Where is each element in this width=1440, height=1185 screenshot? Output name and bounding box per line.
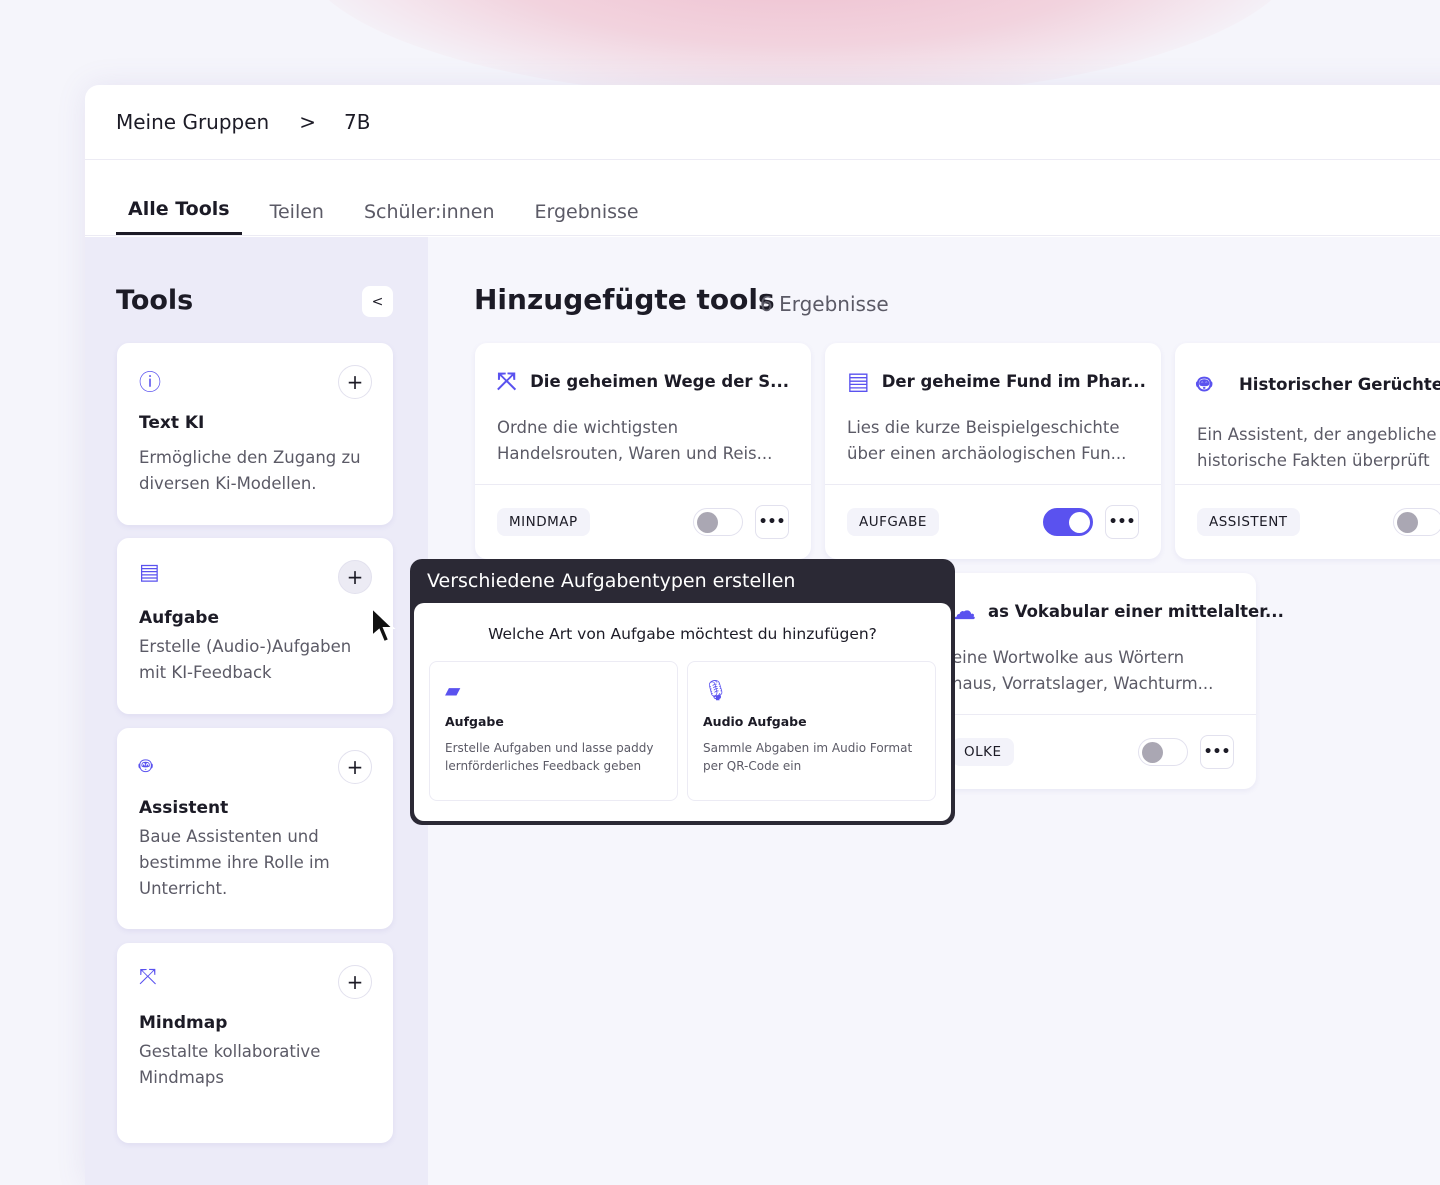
tool-desc: Erstelle (Audio-)Aufgaben mit KI-Feedbac… [139, 637, 352, 682]
document-icon: ▤ [139, 560, 160, 585]
option-desc: Sammle Abgaben im Audio Format per QR-Co… [703, 741, 913, 773]
tool-desc: Baue Assistenten und bestimme ihre Rolle… [139, 827, 330, 898]
card-desc-line: historische Fakten überprüft [1197, 451, 1430, 470]
option-desc: Erstelle Aufgaben und lasse paddy lernfö… [445, 741, 654, 773]
option-aufgabe[interactable]: ▰ Aufgabe Erstelle Aufgaben und lasse pa… [429, 661, 678, 801]
enable-toggle[interactable] [1043, 508, 1093, 536]
type-badge: MINDMAP [497, 508, 590, 536]
enable-toggle[interactable] [1393, 508, 1440, 536]
sidebar-title: Tools [116, 285, 194, 316]
add-tool-button[interactable]: + [338, 750, 372, 784]
tools-sidebar: Tools < ⓘ + Text KI Ermögliche den Zugan… [85, 237, 428, 1185]
tab-ergebnisse[interactable]: Ergebnisse [534, 201, 639, 223]
tab-alle-tools[interactable]: Alle Tools [116, 198, 242, 235]
card-title: Die geheimen Wege der S... [530, 371, 789, 391]
tool-title: Aufgabe [139, 608, 219, 628]
info-icon: ⓘ [139, 371, 162, 396]
type-badge: AUFGABE [847, 508, 939, 536]
card-title: Historischer Gerüchte- [1239, 375, 1440, 394]
add-tool-button[interactable]: + [338, 965, 372, 999]
tool-card-aufgabe[interactable]: ▤ + Aufgabe Erstelle (Audio-)Aufgaben mi… [117, 538, 393, 714]
type-badge: OLKE [952, 738, 1014, 766]
more-options-button[interactable]: ••• [1200, 735, 1234, 769]
tool-title: Assistent [139, 798, 229, 818]
breadcrumb-root[interactable]: Meine Gruppen [116, 110, 270, 134]
tool-desc: Ermögliche den Zugang zu diversen Ki-Mod… [139, 448, 361, 493]
cloud-icon: ☁ [952, 597, 976, 625]
tool-title: Text KI [139, 413, 205, 433]
card-desc-line: über einen archäologischen Fun... [847, 444, 1127, 463]
tool-desc: Gestalte kollaborative Mindmaps [139, 1042, 321, 1087]
tool-card-assistent[interactable]: 🤖︎ + Assistent Baue Assistenten und best… [117, 728, 393, 929]
option-audio-aufgabe[interactable]: 🎙︎ Audio Aufgabe Sammle Abgaben im Audio… [687, 661, 936, 801]
card-title: Der geheime Fund im Phar... [881, 371, 1146, 391]
robot-icon: 🤖︎ [139, 754, 153, 779]
tab-bar: Alle Tools Teilen Schüler:innen Ergebnis… [85, 160, 1440, 236]
popover-title: Verschiedene Aufgabentypen erstellen [427, 570, 796, 592]
card-title: as Vokabular einer mittelalter... [988, 601, 1284, 621]
tab-teilen[interactable]: Teilen [269, 201, 324, 223]
enable-toggle[interactable] [1138, 738, 1188, 766]
breadcrumb: Meine Gruppen > 7B [85, 85, 1440, 160]
microphone-icon: 🎙︎ [703, 678, 729, 702]
expand-icon: ⤧ [139, 965, 157, 990]
add-tool-button[interactable]: + [338, 365, 372, 399]
document-icon: ▤ [847, 367, 870, 395]
option-title: Audio Aufgabe [703, 714, 807, 729]
card-desc-line: Handelsrouten, Waren und Reis... [497, 444, 773, 463]
tool-card-text-ki[interactable]: ⓘ + Text KI Ermögliche den Zugang zu div… [117, 343, 393, 525]
tool-card[interactable]: ☁ as Vokabular einer mittelalter... eine … [920, 573, 1284, 789]
page-title: Hinzugefügte tools [474, 283, 775, 316]
card-desc-line: haus, Vorratslager, Wachturm... [952, 674, 1214, 693]
more-options-button[interactable]: ••• [755, 505, 789, 539]
chat-icon: ▰ [445, 678, 461, 702]
tool-card[interactable]: 🤖︎ Historischer Gerüchte- Ein Assistent, … [1175, 343, 1440, 559]
robot-icon: 🤖︎ [1197, 370, 1212, 398]
tool-card[interactable]: ▤ Der geheime Fund im Phar... Lies die ku… [825, 343, 1161, 559]
popover-question: Welche Art von Aufgabe möchtest du hinzu… [488, 625, 877, 643]
option-title: Aufgabe [445, 714, 504, 729]
expand-icon: ⤧ [497, 367, 517, 395]
breadcrumb-current: 7B [344, 110, 371, 134]
chevron-right-icon: > [299, 110, 316, 134]
more-options-button[interactable]: ••• [1105, 505, 1139, 539]
task-type-popover: Verschiedene Aufgabentypen erstellen Wel… [410, 559, 955, 825]
card-desc-line: Lies die kurze Beispielgeschichte [847, 418, 1120, 437]
tool-title: Mindmap [139, 1013, 228, 1033]
tool-card[interactable]: ⤧ Die geheimen Wege der S... Ordne die wi… [475, 343, 811, 559]
card-desc-line: Ein Assistent, der angebliche [1197, 425, 1437, 444]
tab-schueler[interactable]: Schüler:innen [363, 201, 495, 223]
tool-card-mindmap[interactable]: ⤧ + Mindmap Gestalte kollaborative Mindm… [117, 943, 393, 1143]
add-tool-button[interactable]: + [338, 560, 372, 594]
mouse-cursor-icon [371, 606, 396, 644]
result-count: 6 Ergebnisse [760, 292, 889, 316]
card-desc-line: eine Wortwolke aus Wörtern [952, 648, 1185, 667]
enable-toggle[interactable] [693, 508, 743, 536]
collapse-sidebar-button[interactable]: < [362, 286, 393, 317]
type-badge: ASSISTENT [1197, 508, 1300, 536]
card-desc-line: Ordne die wichtigsten [497, 418, 679, 437]
